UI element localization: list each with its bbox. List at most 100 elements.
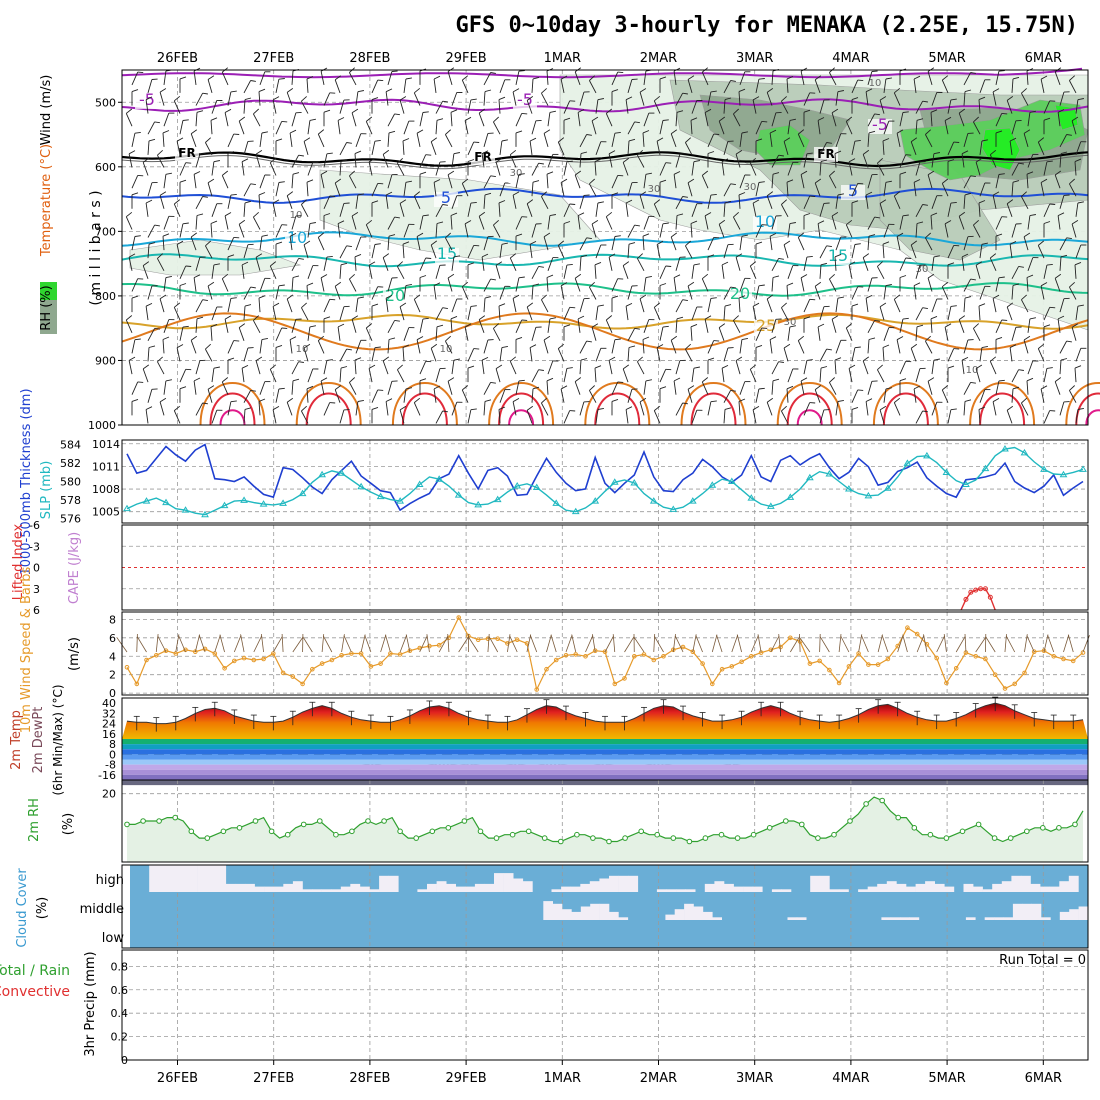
wind-barb xyxy=(1037,141,1045,156)
wind-barb xyxy=(451,256,455,271)
wind-barb-flag xyxy=(831,315,839,320)
wind-barb-flag xyxy=(942,75,949,81)
wind-barb-flag xyxy=(445,232,452,239)
wind-barb-flag xyxy=(947,159,955,162)
wind-barb xyxy=(131,71,139,86)
wind-barb xyxy=(433,388,437,403)
wind-barb-flag xyxy=(975,261,983,266)
wind-barb xyxy=(659,162,667,176)
wind-barb xyxy=(845,327,853,341)
rh-side-label: RH (%) xyxy=(39,285,54,330)
wind-barb xyxy=(493,121,501,135)
wind-barb-flag xyxy=(566,367,573,369)
cape-li-frame xyxy=(121,524,1089,611)
wind-barb xyxy=(125,216,133,230)
wind-barb-flag xyxy=(942,178,949,184)
wind-barb xyxy=(739,339,743,354)
wind-barb-flag xyxy=(453,358,460,361)
cloud-bar-middle xyxy=(994,917,1004,920)
isotherm-label-bg xyxy=(868,119,892,134)
wind-barb xyxy=(349,175,357,189)
wind-barb xyxy=(1027,112,1031,127)
wind-barb xyxy=(163,216,170,230)
wind-barb-flag xyxy=(662,222,669,225)
wind-barb xyxy=(526,100,533,114)
wind-barb-flag xyxy=(1069,385,1076,391)
wind-barb xyxy=(275,224,283,238)
wind-barb-flag xyxy=(639,88,647,93)
wind-barb-flag xyxy=(529,137,537,142)
wind-barb xyxy=(1075,141,1082,156)
wind10m-barb xyxy=(272,636,283,653)
wind-barb xyxy=(1054,71,1061,86)
isotherm-line xyxy=(121,151,1089,168)
wind-barb xyxy=(387,339,390,354)
wind-barb-flag xyxy=(761,120,768,123)
x-tick-label-bottom: 27FEB xyxy=(253,1071,294,1086)
rh-contour-label: 10 xyxy=(869,78,882,89)
wind-barb xyxy=(258,91,261,106)
wind-barb-flag xyxy=(978,200,986,204)
wind-barb xyxy=(883,327,890,341)
wind-barb-flag xyxy=(862,356,870,362)
wind-barb xyxy=(176,347,181,362)
rh2m-point xyxy=(927,831,934,838)
wind-barb-flag xyxy=(126,108,133,114)
wind-barb xyxy=(643,112,650,127)
wind-barb-flag xyxy=(1009,137,1017,142)
wind-barb xyxy=(947,306,952,321)
wind-barb xyxy=(766,402,773,416)
wind-barb-flag xyxy=(594,261,602,266)
wind-barb xyxy=(1006,100,1013,114)
wind-barb xyxy=(627,285,633,300)
wind-barb xyxy=(546,380,549,395)
wind-barb xyxy=(323,257,328,271)
wind-barb xyxy=(786,182,789,197)
wind-barb-flag xyxy=(165,172,172,175)
slp-point xyxy=(435,475,444,482)
wind-barb xyxy=(739,132,743,147)
slp-point xyxy=(493,495,502,503)
wind-barb xyxy=(931,298,938,313)
wind-barb-flag xyxy=(501,139,508,142)
wind-barb xyxy=(531,78,534,93)
rh2m-point xyxy=(461,818,468,824)
wind-barb xyxy=(339,245,347,259)
wind-barb xyxy=(515,216,523,230)
wind-barb-flag xyxy=(846,116,853,122)
wind-barb xyxy=(930,318,933,333)
wind-barb xyxy=(690,326,693,341)
wind-barb xyxy=(867,339,870,354)
wind-barb-flag xyxy=(137,71,144,74)
wind-barb-flag xyxy=(422,214,429,217)
isotherm-label-bg xyxy=(435,248,459,263)
wind-barb xyxy=(371,347,376,362)
wind-barb xyxy=(749,265,757,279)
precip-rain-legend: Total / Rain xyxy=(0,963,70,979)
wind-barb-flag xyxy=(1040,75,1048,80)
wind-barb xyxy=(637,361,645,375)
wind-barb-flag xyxy=(721,261,729,266)
wind10m-unit-label: (m/s) xyxy=(67,637,82,671)
wind-barb xyxy=(718,224,725,238)
wind-barb-flag xyxy=(253,315,260,321)
wind-barb xyxy=(483,72,491,86)
slp-point xyxy=(318,470,326,478)
wind-barb xyxy=(291,361,299,375)
wind-barb-flag xyxy=(710,90,717,93)
wind-barb-flag xyxy=(950,98,957,101)
wind-barb-flag xyxy=(721,364,729,369)
wind-barb xyxy=(1057,112,1061,127)
wind-barb xyxy=(819,245,827,259)
cloud-bar-high xyxy=(570,886,581,892)
wind-barb-flag xyxy=(704,315,712,320)
wind10m-barb xyxy=(281,633,284,653)
wind-barb-flag xyxy=(806,359,813,361)
wind-barb xyxy=(515,174,520,189)
wind-barb xyxy=(797,237,805,251)
temp2m-band xyxy=(122,774,1088,780)
wind-barb xyxy=(817,326,821,341)
isotherm-loop xyxy=(979,392,1026,426)
wind-barb xyxy=(893,195,901,209)
